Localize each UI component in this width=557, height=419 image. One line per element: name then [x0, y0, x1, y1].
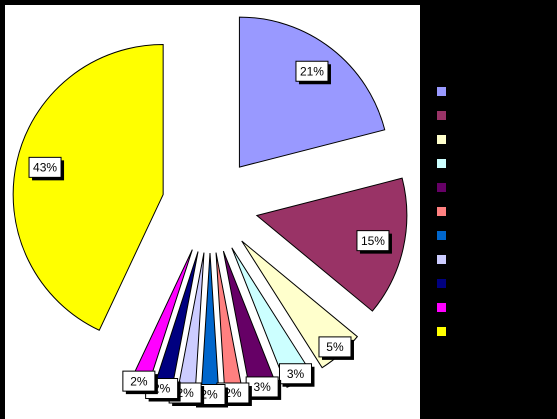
- legend-swatch: [437, 255, 446, 264]
- data-label: 3%: [253, 380, 271, 394]
- data-label: 2%: [130, 374, 148, 388]
- legend-swatch: [437, 303, 446, 312]
- data-label: 21%: [300, 64, 324, 78]
- legend-swatch: [437, 327, 446, 336]
- legend-swatch: [437, 159, 446, 168]
- legend-swatch: [437, 279, 446, 288]
- legend-swatch: [437, 111, 446, 120]
- legend-swatch: [437, 87, 446, 96]
- data-label: 15%: [361, 234, 385, 248]
- data-label: 2%: [224, 386, 242, 400]
- label-box: [122, 370, 156, 392]
- legend-swatch: [437, 135, 446, 144]
- data-label: 2%: [176, 386, 194, 400]
- legend-swatch: [437, 231, 446, 240]
- data-label: 3%: [287, 367, 305, 381]
- data-label: 43%: [33, 161, 57, 175]
- legend-swatch: [437, 207, 446, 216]
- label-box: [295, 60, 329, 82]
- pie-slice: [238, 16, 386, 168]
- label-box: [278, 363, 312, 385]
- data-label: 5%: [326, 340, 344, 354]
- label-box: [318, 336, 352, 358]
- data-label: 2%: [200, 388, 218, 402]
- pie-slice: [12, 44, 164, 331]
- pie-slice: [255, 177, 408, 312]
- label-box: [28, 156, 62, 178]
- legend-swatch: [437, 183, 446, 192]
- label-box: [356, 230, 390, 252]
